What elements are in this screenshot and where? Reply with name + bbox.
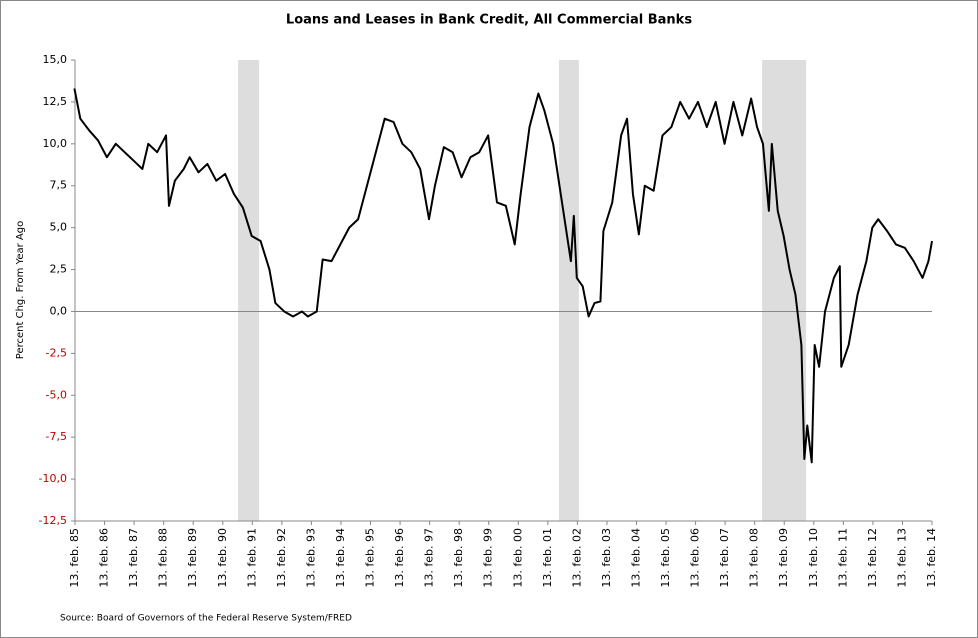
x-tick-label: 13. feb. 01 <box>541 528 554 588</box>
x-tick-label: 13. feb. 14 <box>925 528 938 588</box>
chart-title: Loans and Leases in Bank Credit, All Com… <box>286 13 692 28</box>
x-tick-label: 13. feb. 91 <box>245 528 258 588</box>
y-tick-label: 15,0 <box>43 53 68 66</box>
x-tick-label: 13. feb. 93 <box>304 528 317 588</box>
y-tick-label: 12,5 <box>43 95 68 108</box>
y-tick-label: -2,5 <box>46 346 67 359</box>
x-tick-label: 13. feb. 06 <box>689 528 702 588</box>
y-tick-label: -10,0 <box>39 472 67 485</box>
recession-band <box>238 60 260 521</box>
x-tick-label: 13. feb. 09 <box>777 528 790 588</box>
x-tick-label: 13. feb. 05 <box>659 528 672 588</box>
data-line <box>73 88 933 464</box>
y-tick-label: -7,5 <box>46 430 67 443</box>
x-tick-label: 13. feb. 97 <box>423 528 436 588</box>
recession-band <box>559 60 579 521</box>
recession-band <box>762 60 807 521</box>
x-tick-label: 13. feb. 86 <box>98 528 111 588</box>
x-tick-label: 13. feb. 92 <box>275 528 288 588</box>
y-tick-label: -5,0 <box>46 388 67 401</box>
x-tick-label: 13. feb. 00 <box>511 528 524 588</box>
x-tick-label: 13. feb. 90 <box>216 528 229 588</box>
y-tick-label: 7,5 <box>50 179 68 192</box>
x-tick-label: 13. feb. 99 <box>482 528 495 588</box>
x-tick-label: 13. feb. 88 <box>157 528 170 588</box>
x-tick-label: 13. feb. 96 <box>393 528 406 588</box>
y-tick-label: 10,0 <box>43 137 68 150</box>
x-tick-label: 13. feb. 10 <box>807 528 820 588</box>
x-tick-label: 13. feb. 11 <box>836 528 849 588</box>
x-tick-label: 13. feb. 08 <box>748 528 761 588</box>
y-tick-label: 5,0 <box>50 221 68 234</box>
x-tick-label: 13. feb. 13 <box>895 528 908 588</box>
x-tick-label: 13. feb. 94 <box>334 528 347 588</box>
source-note: Source: Board of Governors of the Federa… <box>60 614 352 624</box>
x-tick-label: 13. feb. 07 <box>718 528 731 588</box>
y-tick-label: -12,5 <box>39 514 67 527</box>
x-tick-label: 13. feb. 98 <box>452 528 465 588</box>
x-tick-label: 13. feb. 04 <box>629 528 642 588</box>
y-axis-label: Percent Chg. From Year Ago <box>15 221 26 359</box>
y-tick-label: 2,5 <box>50 263 68 276</box>
x-tick-label: 13. feb. 87 <box>127 528 140 588</box>
x-tick-label: 13. feb. 12 <box>866 528 879 588</box>
x-tick-label: 13. feb. 89 <box>186 528 199 588</box>
x-tick-label: 13. feb. 02 <box>570 528 583 588</box>
x-tick-label: 13. feb. 03 <box>600 528 613 588</box>
x-tick-label: 13. feb. 95 <box>364 528 377 588</box>
y-tick-label: 0,0 <box>50 304 68 317</box>
x-tick-label: 13. feb. 85 <box>68 528 81 588</box>
